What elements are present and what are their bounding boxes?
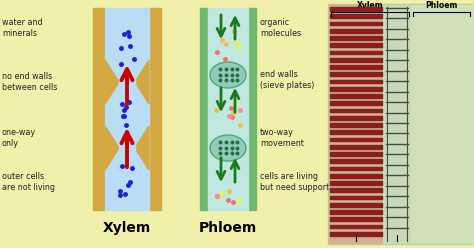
Bar — [248, 8, 256, 210]
Bar — [330, 181, 382, 185]
Bar — [119, 72, 135, 92]
Bar — [119, 138, 135, 158]
Bar — [330, 80, 382, 84]
Bar — [330, 51, 382, 55]
Bar — [93, 8, 105, 210]
Bar — [105, 8, 149, 210]
Bar — [383, 5, 411, 243]
Bar — [208, 8, 248, 210]
Text: organic
molecules: organic molecules — [260, 18, 301, 38]
Text: one-way
only: one-way only — [2, 128, 36, 148]
Bar — [149, 8, 161, 210]
Bar — [330, 65, 382, 69]
Bar — [330, 94, 382, 98]
Bar — [330, 130, 382, 134]
Bar — [330, 152, 382, 156]
Text: Phloem: Phloem — [425, 1, 458, 10]
Bar — [330, 188, 382, 192]
Bar — [330, 195, 382, 199]
Text: two-way
movement: two-way movement — [260, 128, 304, 148]
Bar — [330, 14, 382, 18]
Bar — [411, 5, 472, 243]
Bar — [330, 174, 382, 178]
Text: no end walls
between cells: no end walls between cells — [2, 72, 57, 92]
Bar — [330, 58, 382, 62]
Polygon shape — [135, 126, 149, 170]
Bar — [328, 4, 472, 244]
Bar — [330, 22, 382, 26]
Bar — [330, 116, 382, 120]
Text: end walls
(sieve plates): end walls (sieve plates) — [260, 70, 314, 90]
Text: Xylem: Xylem — [357, 1, 383, 10]
Bar — [330, 166, 382, 170]
Bar — [330, 224, 382, 228]
Bar — [330, 210, 382, 214]
Bar — [330, 7, 382, 11]
Bar — [330, 43, 382, 47]
Bar — [330, 203, 382, 207]
Text: Xylem: Xylem — [103, 221, 151, 235]
Bar — [330, 159, 382, 163]
Bar — [330, 87, 382, 91]
Polygon shape — [105, 60, 119, 104]
Ellipse shape — [210, 135, 246, 161]
Text: outer cells
are not living: outer cells are not living — [2, 172, 55, 192]
Bar — [330, 232, 382, 236]
Bar — [330, 145, 382, 149]
Bar — [330, 123, 382, 127]
Bar — [330, 101, 382, 105]
Bar — [200, 8, 208, 210]
Bar — [330, 137, 382, 142]
Text: cells are living
but need support: cells are living but need support — [260, 172, 329, 192]
Text: water and
minerals: water and minerals — [2, 18, 43, 38]
Bar — [330, 109, 382, 113]
Ellipse shape — [210, 62, 246, 88]
Text: Phloem: Phloem — [199, 221, 257, 235]
Bar — [330, 29, 382, 33]
Bar — [330, 217, 382, 221]
Bar — [330, 72, 382, 76]
Polygon shape — [105, 126, 119, 170]
Bar — [329, 5, 383, 243]
Bar — [330, 36, 382, 40]
Polygon shape — [135, 60, 149, 104]
